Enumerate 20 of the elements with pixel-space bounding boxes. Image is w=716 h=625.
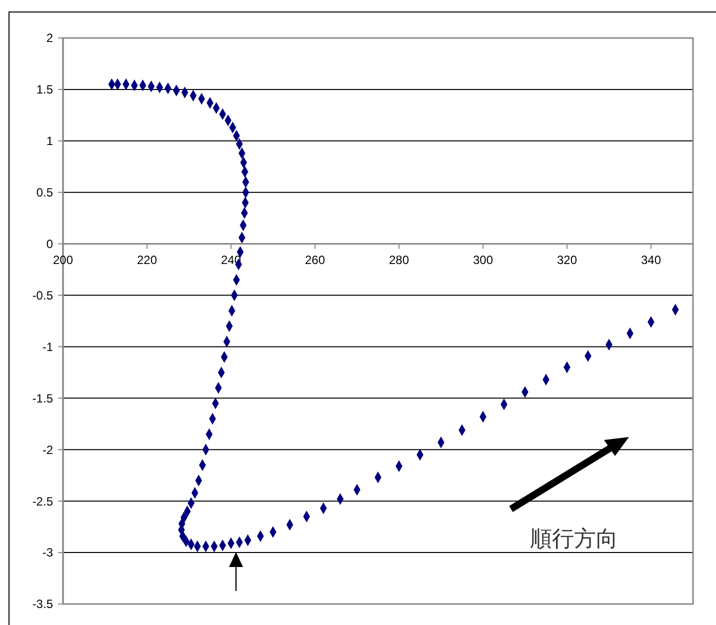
x-tick-label: 280 [388, 252, 410, 267]
y-tick-label: -3.5 [32, 597, 54, 612]
y-tick-label: 1 [46, 134, 54, 148]
y-tick-label: 0.5 [36, 186, 54, 200]
x-tick-label: 320 [556, 252, 578, 267]
y-tick-label: -1 [42, 340, 54, 354]
y-tick-label: -1.5 [32, 391, 54, 406]
y-tick-label: -2 [42, 442, 54, 457]
y-tick-label: 1.5 [36, 82, 54, 97]
x-tick-label: 200 [52, 252, 74, 267]
y-tick-label: -0.5 [32, 288, 54, 302]
x-tick-label: 340 [640, 252, 662, 267]
y-tick-label: 0 [46, 237, 54, 252]
annotation: 順行方向 [530, 527, 618, 552]
y-tick-label: -2.5 [32, 494, 54, 508]
x-tick-label: 220 [136, 252, 158, 267]
x-tick-label: 260 [304, 252, 326, 267]
x-tick-label: 300 [472, 252, 494, 267]
y-tick-label: 2 [46, 31, 54, 46]
y-tick-label: -3 [42, 546, 54, 560]
